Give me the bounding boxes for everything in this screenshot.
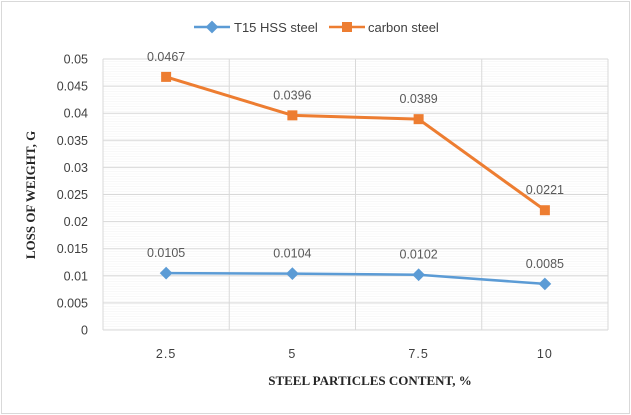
x-axis-title: STEEL PARTICLES CONTENT, % — [268, 373, 472, 388]
y-tick-label: 0.045 — [57, 80, 88, 94]
x-tick-label: 10 — [537, 347, 553, 361]
data-point-carbon-steel[interactable] — [539, 205, 550, 216]
data-point-carbon-steel[interactable] — [161, 71, 172, 82]
data-label-carbon-steel: 0.0389 — [400, 92, 438, 106]
y-tick-label: 0.05 — [64, 53, 88, 67]
data-point-carbon-steel[interactable] — [413, 114, 424, 125]
y-tick-label: 0.005 — [57, 296, 88, 310]
legend-diamond-marker — [205, 20, 219, 34]
x-tick-label: 7.5 — [408, 347, 428, 361]
y-tick-label: 0.025 — [57, 188, 88, 202]
y-tick-label: 0.04 — [64, 107, 88, 121]
data-point-t15-hss[interactable] — [286, 267, 299, 280]
data-label-carbon-steel: 0.0221 — [526, 183, 564, 197]
data-label-carbon-steel: 0.0396 — [273, 88, 311, 102]
y-tick-label: 0 — [81, 324, 88, 338]
y-tick-label: 0.015 — [57, 242, 88, 256]
legend-label-t15-hss: T15 HSS steel — [234, 20, 318, 35]
legend-item-carbon-steel[interactable]: carbon steel — [329, 20, 439, 35]
data-label-t15-hss: 0.0104 — [273, 247, 311, 261]
data-label-t15-hss: 0.0102 — [400, 248, 438, 262]
x-tick-label: 5 — [288, 347, 296, 361]
y-tick-label: 0.01 — [64, 269, 88, 283]
data-label-t15-hss: 0.0105 — [147, 246, 185, 260]
data-label-carbon-steel: 0.0467 — [147, 50, 185, 64]
y-tick-label: 0.03 — [64, 161, 88, 175]
y-axis-title: LOSS OF WEIGHT, G — [23, 131, 38, 259]
data-point-t15-hss[interactable] — [412, 268, 425, 282]
y-tick-label: 0.035 — [57, 134, 88, 148]
legend-item-t15-hss[interactable]: T15 HSS steel — [194, 20, 318, 35]
series-line-t15-hss — [166, 271, 545, 286]
series-line-carbon-steel — [165, 75, 546, 212]
y-tick-label: 0.02 — [64, 215, 88, 229]
data-point-t15-hss[interactable] — [159, 266, 173, 280]
data-point-carbon-steel[interactable] — [287, 110, 298, 121]
x-tick-label: 2.5 — [156, 347, 176, 361]
legend-square-marker — [342, 22, 352, 32]
data-label-t15-hss: 0.0085 — [526, 257, 564, 271]
legend-label-carbon-steel: carbon steel — [368, 20, 439, 35]
